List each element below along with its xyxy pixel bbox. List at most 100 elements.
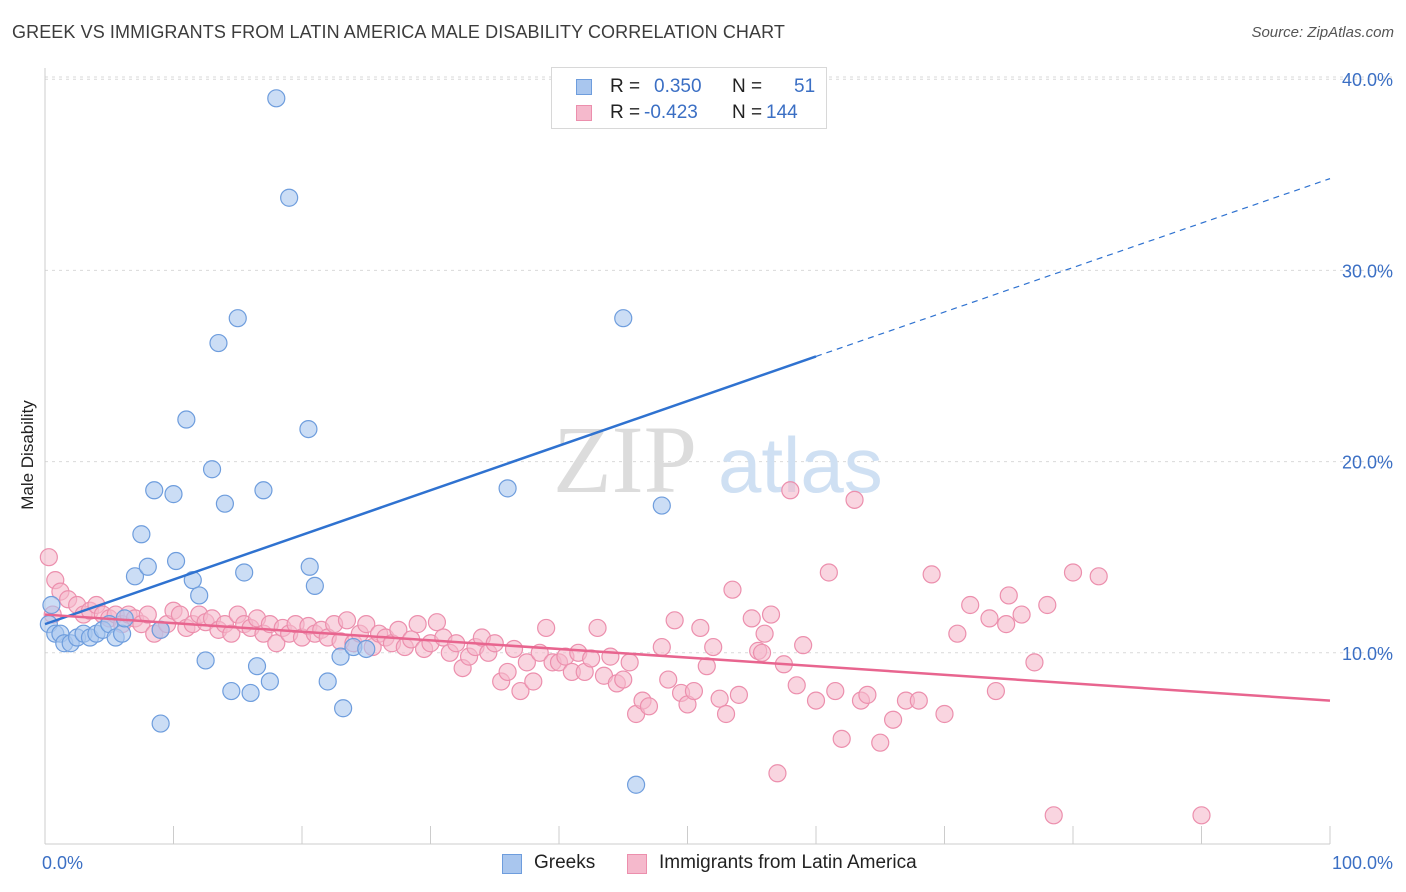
tick-labels: 10.0% 20.0% 30.0% 40.0% 0.0% 100.0% — [42, 70, 1393, 873]
bottom-legend-label: Immigrants from Latin America — [659, 852, 917, 873]
latin-america-point — [999, 586, 1018, 605]
latin-america-point — [948, 624, 967, 643]
latin-america-point — [614, 670, 633, 689]
latin-america-point — [1192, 806, 1211, 825]
latin-america-point — [691, 618, 710, 638]
latin-america-point — [858, 685, 877, 704]
watermark: ZIP atlas — [553, 406, 883, 513]
bottom-legend-label: Greeks — [534, 852, 596, 873]
latin-america-point — [761, 605, 781, 624]
x-tick-label-min: 0.0% — [42, 853, 83, 873]
source-credit: Source: ZipAtlas.com — [1251, 24, 1394, 41]
latin-america-point — [723, 580, 742, 599]
legend-r-value: 0.350 — [654, 76, 702, 97]
latin-america-point — [1012, 605, 1031, 624]
greek-point — [112, 624, 132, 643]
legend-n-value: 144 — [766, 102, 798, 123]
greek-point — [267, 89, 286, 108]
greek-point — [151, 714, 170, 733]
latin-america-trend-line — [44, 613, 1331, 702]
greek-point — [202, 460, 222, 479]
greek-point — [299, 419, 318, 439]
greek-point — [652, 496, 671, 515]
latin-america-point — [267, 634, 286, 653]
greek-point — [209, 333, 228, 353]
latin-america-point — [588, 618, 607, 638]
y-tick-label: 20.0% — [1342, 453, 1393, 473]
greeks-points — [39, 89, 671, 794]
greek-point — [196, 651, 215, 670]
greek-point — [357, 639, 376, 659]
latin-america-point — [337, 611, 357, 630]
greek-point — [132, 525, 151, 544]
legend-swatch-blue — [576, 79, 592, 95]
greek-point — [626, 775, 646, 794]
bottom-legend-swatch-pink — [627, 854, 647, 874]
latin-america-point — [781, 481, 800, 500]
latin-america-point — [504, 639, 524, 659]
axes — [44, 68, 1331, 845]
x-tick-label-max: 100.0% — [1332, 853, 1393, 873]
latin-america-point — [517, 653, 536, 672]
latin-america-point — [997, 615, 1016, 634]
chart-title: GREEK VS IMMIGRANTS FROM LATIN AMERICA M… — [12, 22, 785, 42]
greek-point — [334, 699, 353, 718]
latin-america-point — [659, 670, 678, 689]
latin-america-point — [755, 624, 774, 643]
latin-america-point — [980, 609, 999, 628]
greek-point — [318, 672, 337, 691]
greek-point — [138, 557, 157, 576]
latin-america-point — [222, 624, 241, 643]
latin-america-point — [1038, 595, 1057, 615]
legend-n-label: N = — [732, 102, 763, 123]
greeks-trend-line — [44, 355, 817, 626]
y-tick-label: 30.0% — [1342, 261, 1393, 281]
latin-america-point — [537, 618, 556, 638]
greeks-trend-extension — [815, 178, 1331, 358]
latin-america-point — [524, 672, 543, 691]
latin-america-point — [871, 733, 890, 752]
latin-america-point — [935, 704, 954, 724]
latin-america-point — [357, 615, 376, 634]
latin-america-point — [961, 595, 980, 615]
greek-point — [228, 309, 247, 328]
y-tick-label: 40.0% — [1342, 70, 1393, 90]
latin-america-point — [138, 605, 157, 624]
greek-point — [164, 485, 183, 504]
latin-america-point — [427, 613, 447, 632]
greek-point — [260, 672, 279, 691]
y-axis-label: Male Disability — [18, 400, 37, 510]
latin-america-point — [1089, 567, 1108, 586]
latin-america-point — [794, 636, 813, 655]
latin-america-point — [652, 637, 671, 657]
latin-america-point — [498, 662, 517, 682]
greek-point — [222, 681, 241, 701]
latin-america-point — [601, 647, 620, 666]
greek-point — [166, 551, 186, 571]
latin-america-point — [639, 697, 659, 716]
latin-america-point — [511, 681, 530, 701]
greek-point — [145, 481, 164, 500]
latin-america-point — [883, 710, 903, 729]
latin-america-point — [845, 490, 864, 509]
latin-america-point — [665, 611, 684, 630]
latin-america-point — [1044, 806, 1063, 825]
legend-swatch-pink — [576, 105, 592, 121]
greek-point — [305, 576, 324, 595]
latin-america-point — [408, 615, 427, 634]
latin-america-point — [716, 704, 736, 724]
latin-america-point — [752, 643, 772, 662]
latin-america-point — [39, 548, 58, 567]
latin-america-point — [826, 681, 845, 701]
legend-r-value: -0.423 — [644, 102, 698, 123]
greek-point — [498, 479, 517, 498]
y-tick-label: 10.0% — [1342, 644, 1393, 664]
legend-n-label: N = — [732, 76, 763, 97]
greek-point — [215, 494, 234, 513]
latin-america-point — [819, 563, 838, 582]
latin-america-point — [922, 565, 941, 584]
latin-america-point — [787, 676, 806, 695]
greek-point — [190, 586, 209, 605]
latin-america-point — [806, 691, 826, 710]
